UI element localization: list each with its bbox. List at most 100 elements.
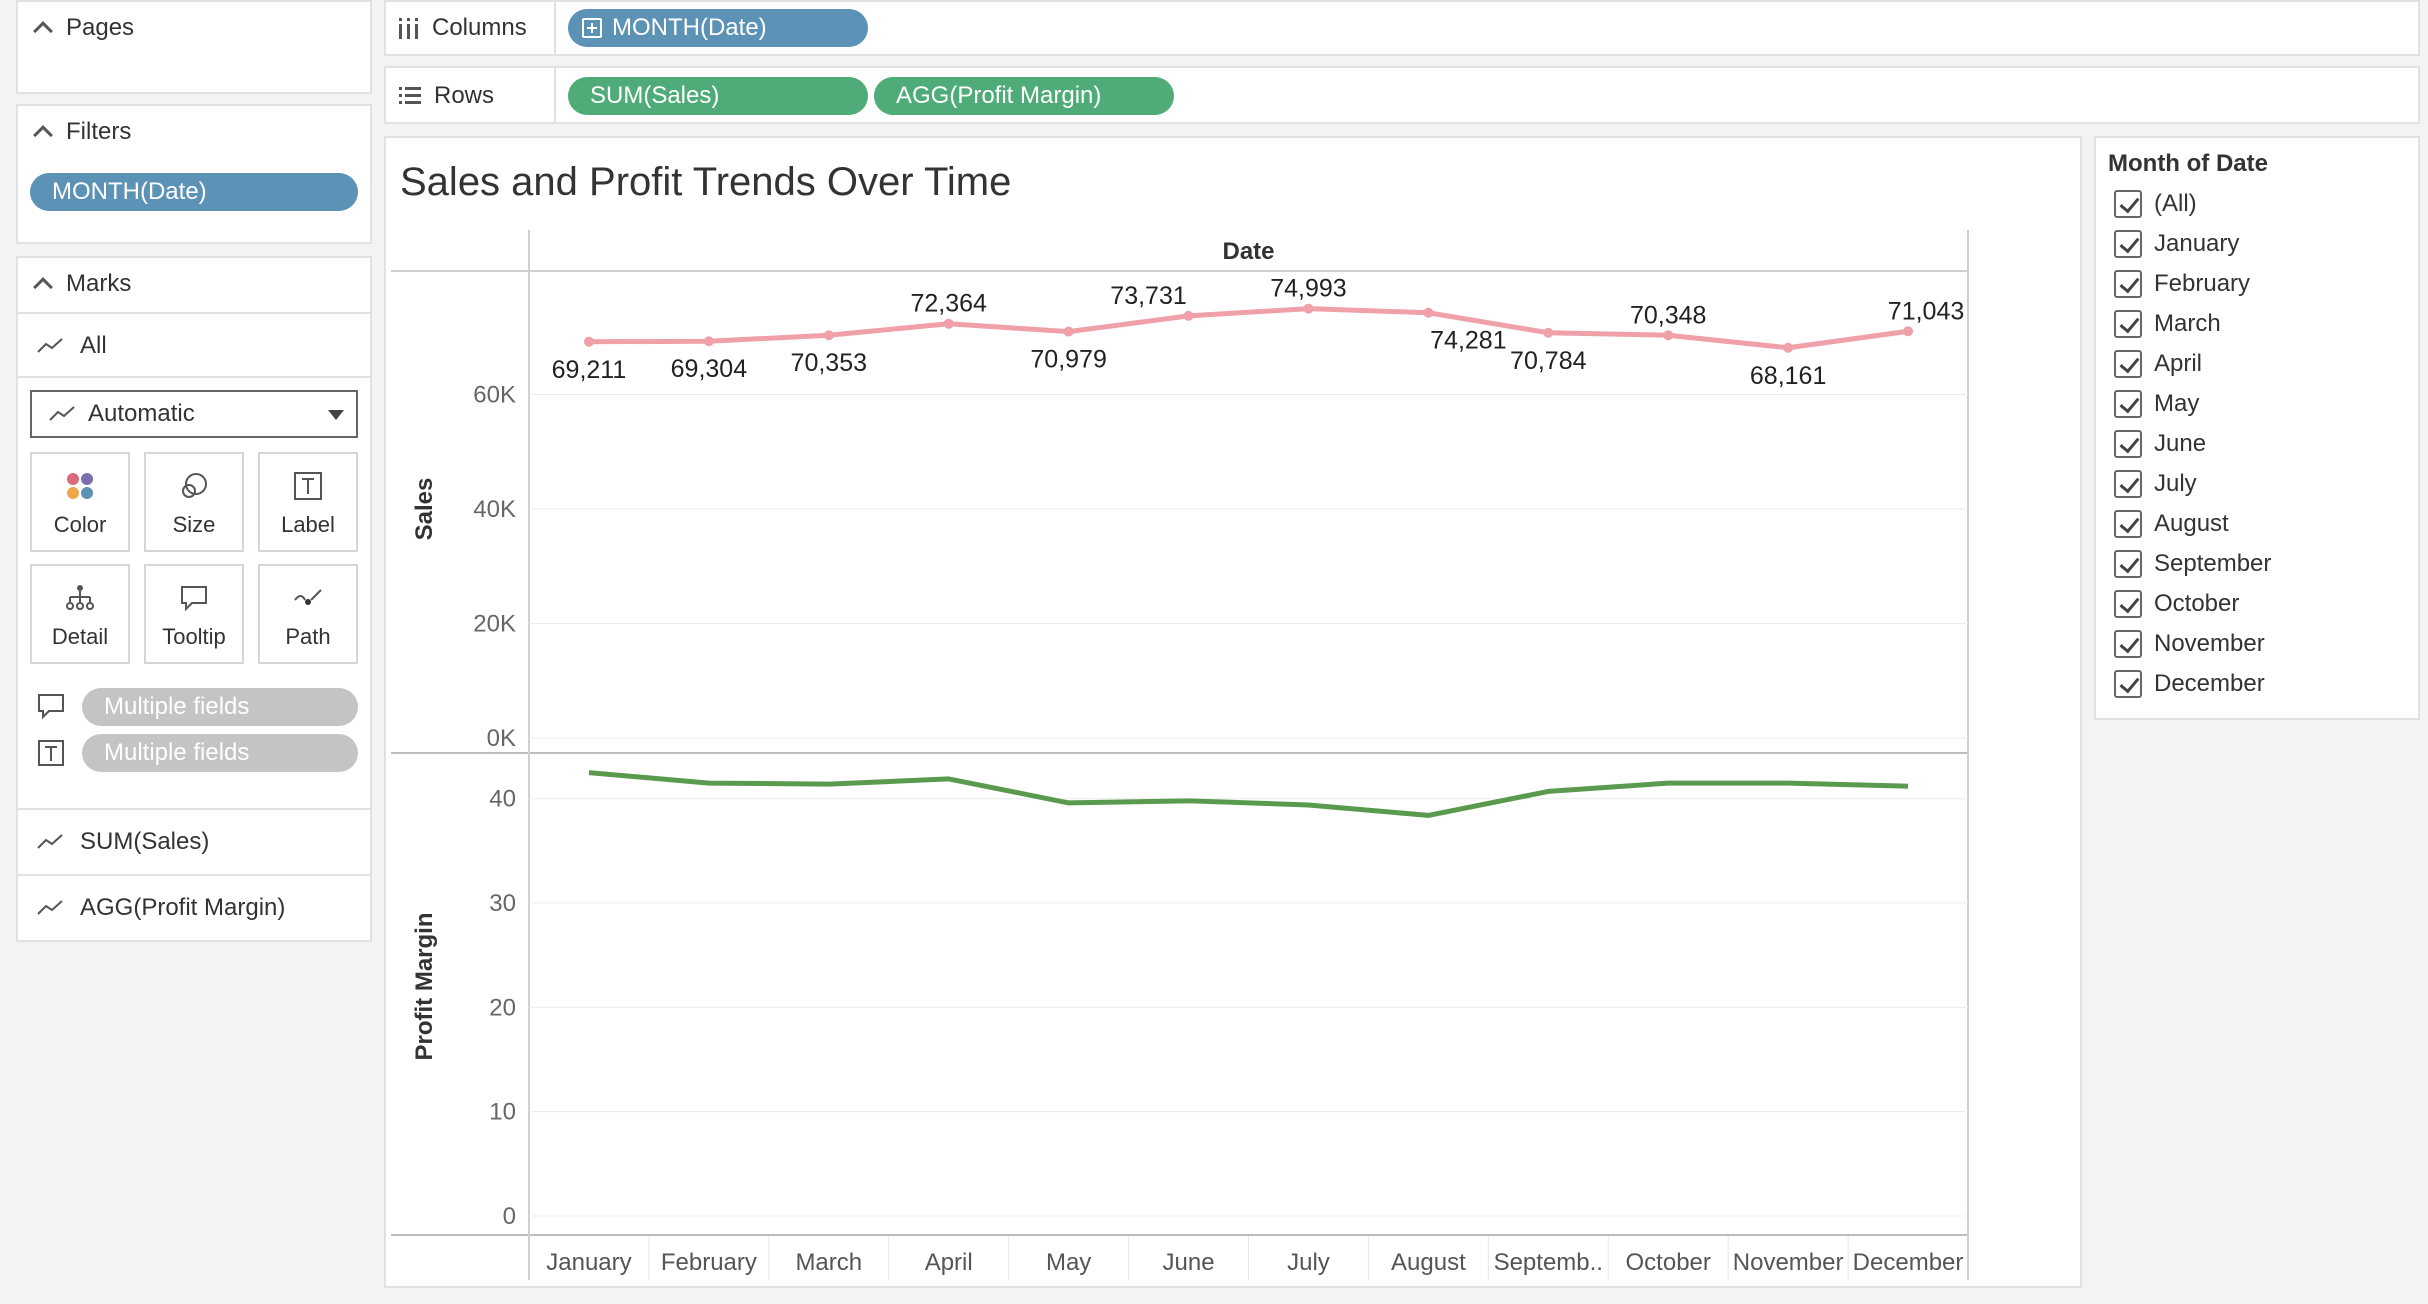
line-mark-icon [37,834,63,849]
month-legend [2094,136,2420,720]
line-mark-icon [37,900,63,915]
profit-margin-label: AGG(Profit Margin) [80,894,286,921]
collapse-chevron-icon[interactable] [33,125,53,145]
text-label-icon [38,740,64,766]
columns-pill-label: MONTH(Date) [612,14,767,41]
size-label: Size [172,512,216,537]
checkbox-checked-icon[interactable] [2114,470,2142,498]
size-button[interactable]: Size [144,452,244,552]
tooltip-icon [38,694,64,720]
path-icon [294,589,322,605]
marks-all-label: All [80,332,107,359]
chart-title: Sales and Profit Trends Over Time [400,160,1012,204]
text-label-icon [294,472,322,500]
line-mark-icon [49,406,75,421]
rows-pill-sum-sales[interactable]: SUM(Sales) [568,77,868,115]
detail-button[interactable]: Detail [30,564,130,664]
path-button[interactable]: Path [258,564,358,664]
checkbox-checked-icon[interactable] [2114,590,2142,618]
checkbox-checked-icon[interactable] [2114,670,2142,698]
checkbox-checked-icon[interactable] [2114,310,2142,338]
marks-card-sum-sales[interactable]: SUM(Sales) [36,828,209,856]
legend-item-april[interactable]: April [2114,350,2202,378]
color-label: Color [53,512,107,537]
columns-shelf-label: Columns [398,10,527,46]
legend-item-july[interactable]: July [2114,470,2197,498]
legend-title: Month of Date [2108,150,2268,177]
filters-title: Filters [66,118,132,145]
columns-icon [399,18,418,39]
legend-item-october[interactable]: October [2114,590,2239,618]
label-label: Label [281,512,335,537]
color-icon [67,473,93,499]
legend-item-may[interactable]: May [2114,390,2199,418]
checkbox-checked-icon[interactable] [2114,550,2142,578]
detail-label: Detail [51,624,109,649]
collapse-chevron-icon[interactable] [33,21,53,41]
label-fields-pill[interactable]: Multiple fields [82,734,358,772]
checkbox-checked-icon[interactable] [2114,350,2142,378]
detail-icon [66,585,94,610]
columns-label: Columns [432,14,527,41]
expand-plus-icon[interactable] [582,18,602,38]
filters-header[interactable]: Filters [30,118,131,146]
pages-title: Pages [66,14,135,41]
mark-type-dropdown[interactable]: Automatic [30,390,358,438]
chevron-down-icon [328,410,344,420]
legend-item-label: April [2154,350,2203,377]
tooltip-icon [181,586,207,612]
legend-item-november[interactable]: November [2114,630,2265,658]
tooltip-fields-pill[interactable]: Multiple fields [82,688,358,726]
legend-item-march[interactable]: March [2114,310,2221,338]
rows-pill-profit-margin[interactable]: AGG(Profit Margin) [874,77,1174,115]
legend-item-label: June [2154,430,2207,457]
legend-item-label: January [2154,230,2240,257]
legend-item-label: February [2154,270,2251,297]
legend-item-label: July [2154,470,2197,497]
legend-item-august[interactable]: August [2114,510,2229,538]
legend-item-december[interactable]: December [2114,670,2265,698]
legend-item-june[interactable]: June [2114,430,2206,458]
legend-item-label: December [2154,670,2265,697]
rows-shelf-label: Rows [398,78,494,114]
collapse-chevron-icon[interactable] [33,277,53,297]
columns-pill-month-date[interactable]: MONTH(Date) [568,9,868,47]
path-label: Path [285,624,331,649]
marks-all-card[interactable]: All [36,332,107,360]
tooltip-button[interactable]: Tooltip [144,564,244,664]
view-panel [384,136,2082,1288]
checkbox-checked-icon[interactable] [2114,230,2142,258]
tooltip-label: Tooltip [162,624,226,649]
legend-item-february[interactable]: February [2114,270,2250,298]
pages-header[interactable]: Pages [30,14,134,42]
checkbox-checked-icon[interactable] [2114,630,2142,658]
legend-item-label: November [2154,630,2265,657]
line-mark-icon [37,338,63,353]
legend-item-label: August [2154,510,2229,537]
legend-item-january[interactable]: January [2114,230,2239,258]
rows-icon [399,87,421,104]
legend-item-september[interactable]: September [2114,550,2271,578]
color-button[interactable]: Color [30,452,130,552]
checkbox-checked-icon[interactable] [2114,510,2142,538]
marks-title: Marks [66,270,132,297]
sum-sales-label: SUM(Sales) [80,828,210,855]
legend-item-label: (All) [2154,190,2197,217]
marks-header[interactable]: Marks [30,270,131,298]
marks-card-profit-margin[interactable]: AGG(Profit Margin) [36,894,285,922]
checkbox-checked-icon[interactable] [2114,430,2142,458]
pages-card [16,0,372,94]
label-button[interactable]: Label [258,452,358,552]
checkbox-checked-icon[interactable] [2114,390,2142,418]
legend-item-label: September [2154,550,2272,577]
checkbox-checked-icon[interactable] [2114,190,2142,218]
size-icon [182,473,207,498]
rows-label: Rows [434,82,495,109]
filter-pill-month-date[interactable]: MONTH(Date) [30,173,358,211]
legend-item-all[interactable]: (All) [2114,190,2197,218]
legend-item-label: October [2154,590,2240,617]
legend-item-label: May [2154,390,2200,417]
checkbox-checked-icon[interactable] [2114,270,2142,298]
mark-type-value: Automatic [88,400,195,427]
legend-item-label: March [2154,310,2221,337]
